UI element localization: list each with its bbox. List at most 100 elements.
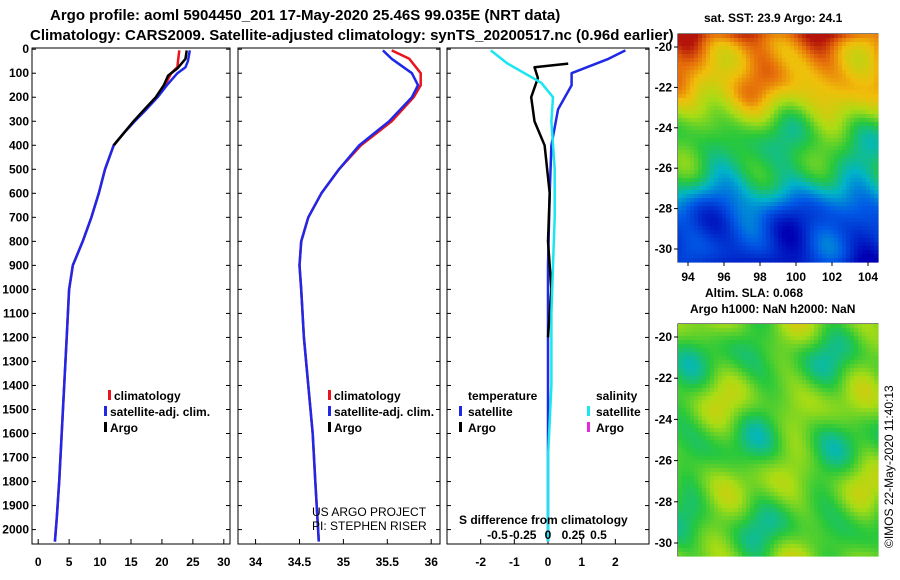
sla-cell <box>730 472 735 477</box>
sst-cell <box>846 174 851 179</box>
sst-cell <box>870 158 875 163</box>
sla-cell <box>774 328 779 333</box>
sla-cell <box>694 408 699 413</box>
sst-cell <box>702 134 707 139</box>
sla-cell <box>718 448 723 453</box>
sst-cell <box>822 178 827 183</box>
sla-cell <box>790 468 795 473</box>
sla-cell <box>762 420 767 425</box>
sst-cell <box>726 58 731 63</box>
sst-cell <box>734 126 739 131</box>
sst-cell <box>830 178 835 183</box>
sst-cell <box>842 134 847 139</box>
sst-cell <box>762 190 767 195</box>
sst-cell <box>790 250 795 255</box>
sst-cell <box>778 234 783 239</box>
sst-cell <box>874 130 879 135</box>
sla-cell <box>686 368 691 373</box>
sla-cell <box>706 444 711 449</box>
sla-cell <box>826 332 831 337</box>
sla-cell <box>870 352 875 357</box>
sst-cell <box>818 246 823 251</box>
sst-cell <box>698 142 703 147</box>
sla-cell <box>866 360 871 365</box>
sla-cell <box>766 428 771 433</box>
sla-cell <box>810 364 815 369</box>
sla-cell <box>734 324 739 329</box>
sst-cell <box>810 242 815 247</box>
sst-cell <box>750 182 755 187</box>
sst-cell <box>690 258 695 263</box>
sla-cell <box>782 416 787 421</box>
sla-cell <box>762 340 767 345</box>
sla-cell <box>842 440 847 445</box>
sst-cell <box>746 254 751 259</box>
sla-cell <box>790 456 795 461</box>
sst-cell <box>834 142 839 147</box>
sst-cell <box>806 46 811 51</box>
sst-cell <box>710 186 715 191</box>
sst-cell <box>850 122 855 127</box>
sla-cell <box>738 340 743 345</box>
sst-cell <box>810 66 815 71</box>
sla-cell <box>870 424 875 429</box>
depth-tick-label: 100 <box>9 66 29 80</box>
sst-cell <box>846 246 851 251</box>
sst-cell <box>846 202 851 207</box>
sst-cell <box>846 62 851 67</box>
sla-cell <box>790 364 795 369</box>
sla-cell <box>870 404 875 409</box>
sst-cell <box>750 202 755 207</box>
sst-cell <box>838 178 843 183</box>
sla-cell <box>826 428 831 433</box>
sst-cell <box>822 138 827 143</box>
sla-cell <box>850 376 855 381</box>
sla-cell <box>810 440 815 445</box>
sla-cell <box>874 456 879 461</box>
sst-cell <box>834 62 839 67</box>
sst-cell <box>826 54 831 59</box>
sst-cell <box>734 38 739 43</box>
sst-cell <box>702 238 707 243</box>
sla-cell <box>806 420 811 425</box>
sst-cell <box>798 82 803 87</box>
sst-cell <box>698 234 703 239</box>
sst-cell <box>722 170 727 175</box>
sla-cell <box>834 376 839 381</box>
sla-cell <box>822 456 827 461</box>
map-x-tick-label: 104 <box>858 270 878 284</box>
sst-cell <box>782 34 787 39</box>
sst-cell <box>730 126 735 131</box>
sst-cell <box>862 50 867 55</box>
sla-cell <box>758 400 763 405</box>
sst-cell <box>718 134 723 139</box>
sst-cell <box>866 182 871 187</box>
sst-cell <box>682 190 687 195</box>
sst-cell <box>874 58 879 63</box>
sst-cell <box>798 58 803 63</box>
sla-cell <box>862 412 867 417</box>
sst-cell <box>770 150 775 155</box>
sst-cell <box>874 34 879 39</box>
sst-cell <box>786 62 791 67</box>
sla-cell <box>742 472 747 477</box>
sla-cell <box>750 364 755 369</box>
sst-cell <box>838 106 843 111</box>
sst-cell <box>798 170 803 175</box>
salinity-diff-tick-label: 0.25 <box>562 528 586 542</box>
sst-cell <box>690 242 695 247</box>
sla-cell <box>826 464 831 469</box>
sst-cell <box>758 250 763 255</box>
sla-cell <box>850 432 855 437</box>
sst-cell <box>810 142 815 147</box>
sst-cell <box>810 238 815 243</box>
sst-cell <box>742 134 747 139</box>
sla-cell <box>698 376 703 381</box>
sst-cell <box>742 54 747 59</box>
sla-cell <box>726 360 731 365</box>
sst-cell <box>738 150 743 155</box>
sst-cell <box>834 182 839 187</box>
sla-cell <box>758 396 763 401</box>
sla-cell <box>814 424 819 429</box>
sla-cell <box>866 452 871 457</box>
